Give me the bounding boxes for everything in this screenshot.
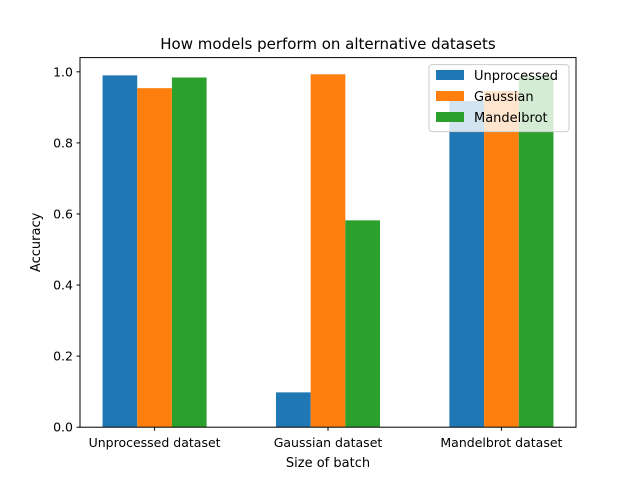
bar-gaussian-1 [310,74,346,428]
legend-label-mandelbrot: Mandelbrot [474,111,548,126]
y-tick-label: 0.6 [53,206,73,221]
bar-mandelbrot-0 [171,77,207,428]
y-axis: 0.0 0.2 0.4 0.6 0.8 1.0 [53,64,80,435]
bar-unprocessed-2 [449,100,485,428]
legend-items: Unprocessed Gaussian Mandelbrot [436,69,558,126]
y-tick-label: 0.0 [53,420,73,435]
bar-unprocessed-1 [275,392,311,428]
x-tick-label: Mandelbrot dataset [440,435,562,450]
legend-swatch-mandelbrot [436,112,464,122]
legend-swatch-gaussian [436,91,464,101]
y-tick-label: 0.8 [53,135,73,150]
legend-label-unprocessed: Unprocessed [474,69,558,84]
legend: Unprocessed Gaussian Mandelbrot [428,64,570,133]
bar-gaussian-0 [137,88,172,428]
x-tick-label: Gaussian dataset [274,435,383,450]
bars-layer [102,74,554,428]
y-axis-label: Accuracy [29,212,44,272]
y-tick-label: 0.4 [53,278,73,293]
y-tick-label: 1.0 [53,64,73,79]
y-tick-label: 0.2 [53,349,73,364]
bar-unprocessed-0 [102,75,138,428]
legend-swatch-unprocessed [436,70,464,80]
bar-gaussian-2 [484,91,519,428]
bar-mandelbrot-1 [345,220,381,428]
bar-mandelbrot-2 [518,76,554,428]
x-axis-label: Size of batch [286,456,370,471]
x-tick-label: Unprocessed dataset [89,435,221,450]
legend-label-gaussian: Gaussian [474,90,534,105]
x-axis: Unprocessed dataset Gaussian dataset Mande… [89,427,563,450]
chart-title: How models perform on alternative datase… [160,35,496,53]
